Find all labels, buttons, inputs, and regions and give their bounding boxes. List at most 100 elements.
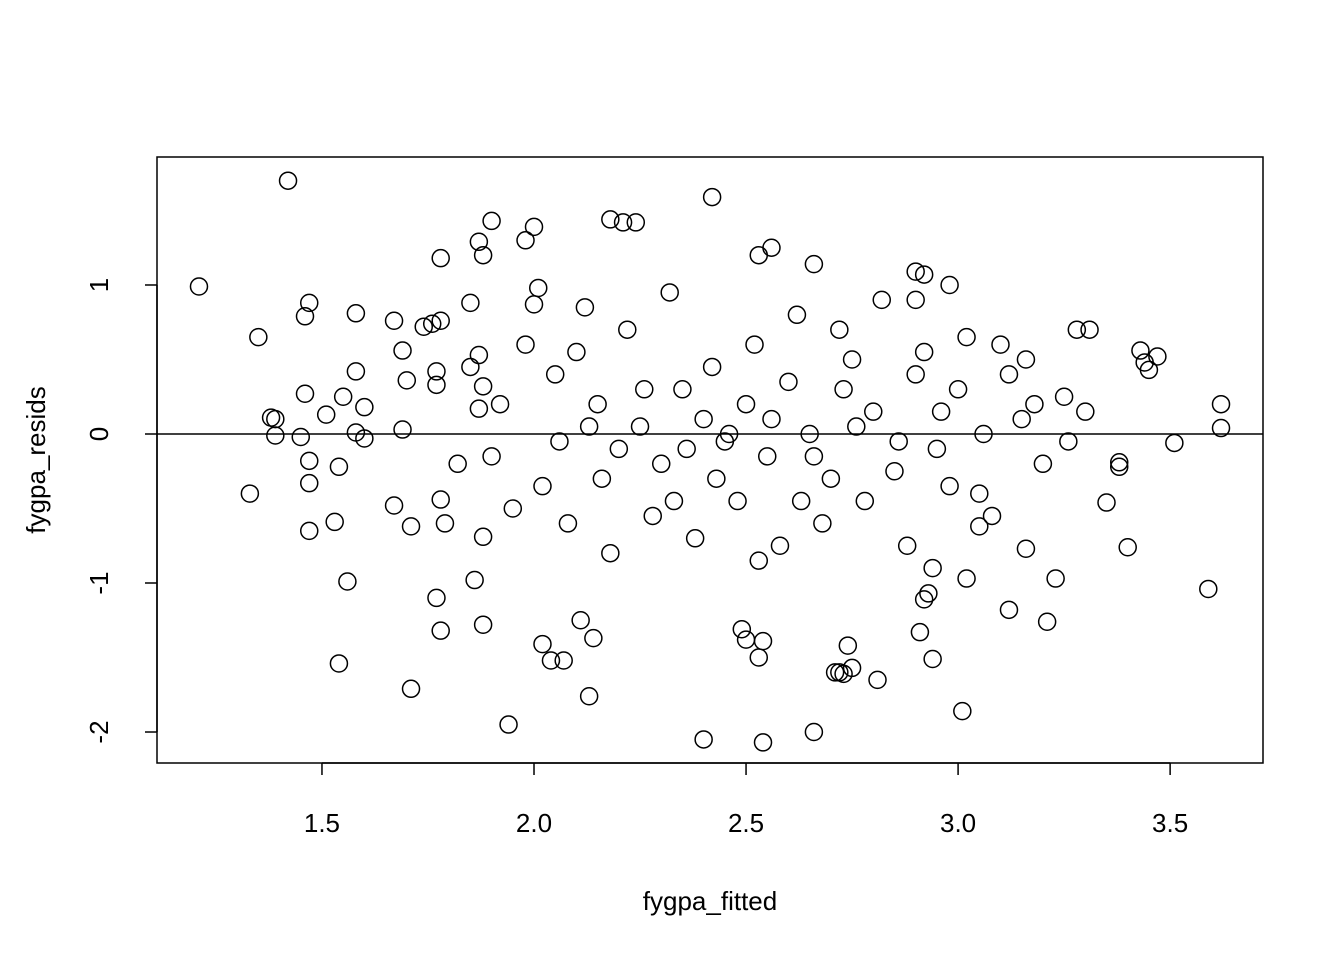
- point: [431, 248, 450, 268]
- x-axis-title: fygpa_fitted: [643, 886, 777, 916]
- point: [329, 654, 349, 673]
- point: [974, 424, 993, 444]
- point: [957, 569, 976, 588]
- point: [758, 447, 777, 466]
- point: [346, 362, 366, 381]
- point: [1118, 537, 1137, 557]
- point: [550, 432, 569, 451]
- point: [575, 298, 595, 317]
- point: [889, 432, 908, 451]
- point: [910, 622, 930, 642]
- point: [1033, 454, 1053, 474]
- y-tick-label: -2: [84, 720, 114, 743]
- point: [316, 405, 336, 424]
- point: [249, 327, 268, 347]
- point: [804, 254, 824, 274]
- point: [473, 527, 493, 547]
- point: [584, 628, 603, 648]
- point: [753, 733, 773, 752]
- point: [427, 362, 446, 381]
- point: [885, 461, 904, 481]
- point: [333, 387, 353, 406]
- point: [813, 514, 832, 533]
- point: [953, 701, 972, 721]
- point: [1054, 387, 1074, 406]
- point: [545, 365, 565, 384]
- point: [469, 232, 489, 252]
- point: [719, 424, 739, 444]
- point: [1139, 360, 1159, 380]
- point: [914, 590, 934, 609]
- point: [1037, 612, 1057, 631]
- point: [618, 320, 637, 339]
- y-tick-label: 0: [84, 427, 114, 441]
- point: [855, 491, 875, 511]
- point: [834, 380, 853, 399]
- point: [240, 484, 260, 503]
- point: [613, 213, 633, 232]
- point: [189, 277, 209, 296]
- point: [541, 651, 561, 670]
- point: [499, 715, 518, 734]
- point: [473, 377, 493, 396]
- point: [571, 611, 590, 630]
- point: [825, 663, 845, 682]
- point: [431, 490, 450, 509]
- point: [601, 210, 620, 229]
- point: [299, 473, 319, 493]
- point: [384, 496, 404, 515]
- point: [299, 293, 319, 313]
- point: [609, 439, 629, 459]
- point: [435, 514, 455, 533]
- point: [630, 417, 650, 436]
- point: [1016, 539, 1036, 558]
- point: [948, 380, 968, 399]
- point: [524, 295, 544, 314]
- point: [431, 621, 450, 640]
- point: [338, 572, 357, 591]
- point: [469, 399, 489, 418]
- point: [940, 275, 959, 295]
- x-tick-label: 1.5: [304, 808, 340, 838]
- point: [448, 454, 467, 474]
- point: [830, 320, 849, 339]
- point: [847, 417, 866, 436]
- point: [749, 551, 769, 570]
- x-tick-label: 2.5: [728, 808, 764, 838]
- point: [291, 427, 311, 447]
- point: [461, 293, 480, 313]
- point: [469, 345, 489, 365]
- point: [384, 311, 404, 331]
- point: [422, 314, 442, 333]
- point: [1211, 418, 1231, 438]
- point: [1067, 320, 1087, 339]
- point: [702, 357, 722, 377]
- point: [1076, 402, 1095, 421]
- point: [694, 730, 713, 749]
- point: [601, 543, 620, 563]
- point: [914, 342, 934, 362]
- point: [393, 341, 412, 360]
- point: [558, 514, 578, 533]
- point: [694, 409, 713, 429]
- point: [906, 262, 925, 281]
- point: [923, 558, 942, 578]
- point: [1080, 320, 1099, 339]
- point: [749, 648, 769, 667]
- point: [660, 283, 679, 302]
- point: [554, 651, 573, 670]
- point: [635, 380, 654, 399]
- point: [702, 187, 722, 207]
- point: [533, 634, 552, 654]
- point: [800, 424, 819, 444]
- point: [804, 447, 824, 466]
- point: [1109, 453, 1129, 472]
- point: [427, 588, 446, 608]
- point: [999, 365, 1019, 384]
- point: [927, 439, 947, 459]
- point: [685, 529, 705, 548]
- point: [906, 290, 925, 310]
- point: [677, 439, 696, 459]
- point: [804, 722, 824, 742]
